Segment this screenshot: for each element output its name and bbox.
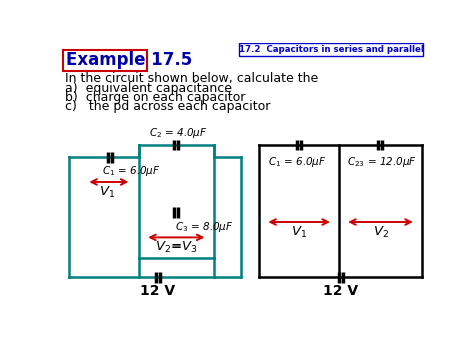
Text: $C_3$ = 8.0μF: $C_3$ = 8.0μF (175, 220, 233, 234)
Text: b)  charge on each capacitor: b) charge on each capacitor (65, 91, 246, 104)
Text: $C_1$ = 6.0μF: $C_1$ = 6.0μF (268, 155, 327, 169)
Text: $V_1$: $V_1$ (99, 185, 115, 200)
Text: $C_1$ = 6.0μF: $C_1$ = 6.0μF (102, 164, 161, 178)
Text: c)   the pd across each capacitor: c) the pd across each capacitor (65, 100, 271, 113)
Text: $V_1$: $V_1$ (291, 224, 307, 240)
Text: 17.2  Capacitors in series and parallel: 17.2 Capacitors in series and parallel (239, 45, 424, 54)
Text: $C_{23}$ = 12.0μF: $C_{23}$ = 12.0μF (346, 155, 417, 169)
Text: In the circuit shown below, calculate the: In the circuit shown below, calculate th… (65, 72, 319, 85)
FancyBboxPatch shape (63, 50, 147, 71)
Text: $V_2$: $V_2$ (373, 224, 389, 240)
Text: Example 17.5: Example 17.5 (66, 51, 192, 69)
Text: 12 V: 12 V (140, 284, 175, 298)
Text: 12 V: 12 V (323, 284, 358, 298)
Text: $V_2$=$V_3$: $V_2$=$V_3$ (155, 240, 198, 255)
Text: $C_2$ = 4.0μF: $C_2$ = 4.0μF (148, 126, 207, 140)
Text: a)  equivalent capacitance: a) equivalent capacitance (65, 82, 232, 94)
FancyBboxPatch shape (239, 43, 423, 56)
